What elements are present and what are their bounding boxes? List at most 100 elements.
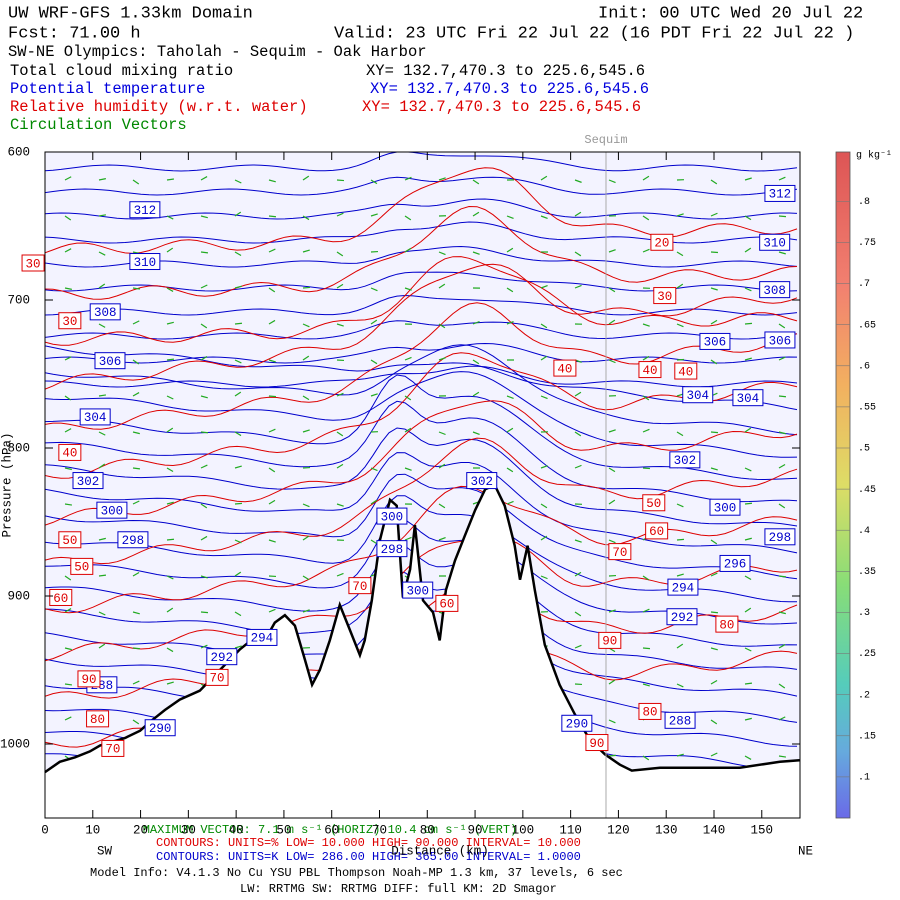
vector [642,323,650,327]
rh-label [650,233,674,251]
rh-label [645,522,669,540]
theta-contour [45,473,798,580]
vector [778,176,786,181]
vector [200,611,209,614]
rh-label [58,312,82,330]
x-tick-label: 50 [276,823,291,837]
field-xy: XY= 132.7,470.3 to 225.6,545.6 [362,98,641,116]
vector [302,215,310,221]
theta-label [666,608,698,626]
vector [676,753,684,757]
vector [608,179,616,184]
theta-label [72,472,104,490]
theta-label [719,554,751,572]
rh-label [674,362,698,380]
vector [642,755,650,761]
contour-label: 304 [84,411,107,425]
vector [642,248,650,253]
contour-label: 290 [149,722,172,736]
vector [132,467,141,470]
y-tick-label: 600 [7,145,30,159]
rh-label [70,557,94,575]
x-tick-label: 130 [655,823,678,837]
ground [45,485,800,818]
vector [472,320,480,325]
vector [64,428,72,433]
vector [744,682,753,685]
vector [64,647,72,651]
vector [710,679,718,685]
contour-label: 70 [210,672,225,686]
vector [710,539,718,545]
vector [574,211,582,217]
rh-label [553,359,577,377]
theta-contour [45,342,798,364]
x-tick-label: 100 [512,823,535,837]
vector [302,503,310,508]
vector [336,572,344,577]
vector [744,177,752,181]
vector [778,323,786,329]
vector [710,179,718,185]
vector [404,176,412,181]
vector [472,391,480,397]
vector [642,428,650,433]
plot-frame [44,151,801,819]
vector [778,215,787,218]
vector [132,611,140,615]
vector [166,538,175,541]
vector [370,179,378,185]
vector [98,463,106,469]
vector [98,214,107,217]
colorbar-units: g kg⁻¹ [856,150,892,162]
contour-label: 290 [566,718,589,732]
theta-label [89,303,121,321]
x-tick-label: 90 [468,823,483,837]
rh-contour [45,485,798,614]
vector [234,322,243,325]
theta-label [759,233,791,251]
vector [710,431,719,434]
vector [132,647,141,650]
vector [268,539,276,543]
vector [744,467,752,472]
vector [302,429,310,433]
vector [744,357,752,361]
vector [472,251,480,255]
vector [302,249,310,253]
vector [676,573,684,577]
vector [268,287,276,293]
rh-label [653,287,677,305]
vector [608,249,616,253]
vector [268,359,276,363]
vector [64,503,73,506]
vector [166,178,175,181]
theta-label [466,472,498,490]
vector [200,535,208,541]
vector [506,500,514,505]
vector [200,575,208,579]
init-time: Init: 00 UTC Wed 20 Jul 22 [598,4,863,23]
terrain-line [44,483,800,774]
theta-label [96,501,128,519]
vector [574,179,582,183]
vector [676,431,684,437]
contour-label: 40 [62,447,77,461]
vector [608,287,616,293]
field-name: Total cloud mixing ratio [10,62,233,80]
contour-label: 292 [211,651,234,665]
vector [438,323,446,329]
colorbar-label: .1 [858,773,870,784]
vector [200,503,208,509]
vector [778,575,787,578]
field-name: Circulation Vectors [10,116,187,134]
contour-label: 80 [642,706,657,720]
vector [472,359,480,365]
vector [744,607,752,613]
vector [744,575,752,581]
theta-contour [45,152,798,172]
colorbar-label: .45 [858,485,876,496]
vector [166,427,174,433]
vector [608,319,616,325]
theta-label [699,332,731,350]
